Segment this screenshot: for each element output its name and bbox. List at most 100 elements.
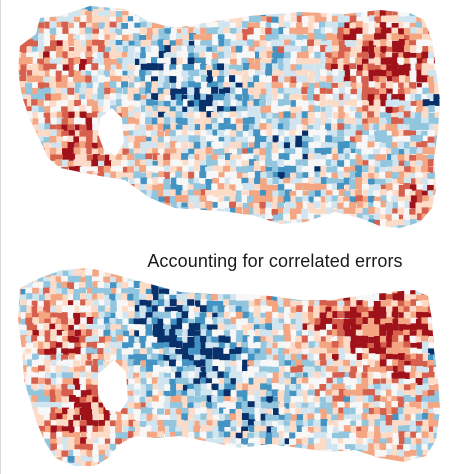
error-cell — [307, 360, 315, 368]
error-cell — [170, 184, 178, 192]
error-cell — [266, 58, 274, 66]
error-cell — [109, 21, 117, 29]
error-cell — [164, 311, 172, 319]
error-cell — [212, 160, 220, 168]
error-cell — [422, 87, 430, 95]
error-cell — [392, 99, 400, 107]
error-cell — [326, 432, 334, 440]
error-cell — [301, 377, 309, 385]
error-cell — [350, 293, 358, 301]
error-cell — [313, 396, 321, 404]
error-cell — [241, 353, 249, 361]
error-cell — [409, 371, 417, 379]
error-cell — [247, 153, 255, 161]
error-cell — [308, 166, 316, 174]
error-cell — [230, 420, 238, 428]
error-cell — [428, 335, 436, 343]
error-cell — [284, 384, 292, 392]
error-cell — [110, 365, 118, 373]
error-cell — [218, 148, 226, 156]
error-cell — [116, 58, 124, 66]
error-cell — [385, 159, 393, 167]
error-cell — [56, 21, 64, 29]
error-cell — [266, 16, 274, 24]
error-cell — [224, 129, 232, 137]
error-cell — [91, 305, 99, 313]
error-cell — [439, 306, 440, 314]
error-cell — [169, 444, 177, 452]
error-cell — [56, 141, 64, 149]
error-cell — [367, 431, 375, 439]
error-cell — [128, 105, 136, 113]
error-cell — [404, 195, 412, 203]
error-cell — [385, 299, 393, 307]
error-cell — [331, 21, 339, 29]
error-cell — [230, 389, 238, 397]
error-cell — [182, 359, 190, 367]
error-cell — [356, 33, 364, 41]
error-cell — [433, 323, 440, 331]
error-cell — [320, 118, 328, 126]
error-cell — [176, 324, 184, 332]
error-cell — [302, 147, 310, 155]
error-cell — [25, 336, 33, 344]
error-cell — [398, 64, 406, 72]
error-cell — [392, 15, 400, 23]
error-cell — [319, 312, 327, 320]
error-cell — [277, 213, 285, 221]
error-cell — [73, 366, 81, 374]
error-cell — [302, 94, 310, 102]
error-cell — [367, 63, 375, 71]
error-cell — [355, 407, 363, 415]
error-cell — [175, 129, 183, 137]
error-cell — [163, 347, 171, 355]
error-cell — [18, 426, 22, 434]
error-cell — [278, 438, 286, 446]
error-cell — [337, 196, 345, 204]
error-cell — [278, 153, 286, 161]
error-cell — [224, 135, 232, 143]
error-cell — [356, 201, 364, 209]
error-cell — [247, 39, 255, 47]
error-cell — [259, 201, 267, 209]
error-cell — [152, 395, 160, 403]
error-cell — [422, 306, 430, 314]
error-cell — [272, 323, 280, 331]
error-cell — [18, 51, 22, 59]
error-cell — [217, 305, 225, 313]
error-cell — [115, 147, 123, 155]
error-cell — [403, 341, 411, 349]
error-cell — [92, 52, 100, 60]
error-cell — [254, 51, 262, 59]
error-cell — [415, 189, 423, 197]
error-cell — [110, 171, 118, 179]
error-cell — [356, 300, 364, 308]
error-cell — [133, 141, 141, 149]
error-cell — [326, 183, 334, 191]
error-cell — [230, 99, 238, 107]
error-cell — [368, 299, 376, 307]
error-cell — [169, 420, 177, 428]
error-cell — [404, 124, 412, 132]
error-cell — [38, 106, 46, 114]
error-cell — [398, 312, 406, 320]
error-cell — [307, 432, 315, 440]
error-cell — [139, 396, 147, 404]
error-cell — [56, 40, 64, 48]
error-cell — [332, 329, 340, 337]
error-cell — [49, 34, 57, 42]
error-cell — [188, 81, 196, 89]
error-cell — [235, 207, 243, 215]
error-cell — [44, 21, 52, 29]
error-cell — [325, 371, 333, 379]
error-cell — [85, 94, 93, 102]
error-cell — [410, 431, 418, 439]
error-cell — [44, 16, 52, 24]
error-cell — [247, 51, 255, 59]
error-cell — [404, 189, 412, 197]
error-cell — [295, 106, 303, 114]
error-cell — [398, 189, 406, 197]
error-cell — [343, 323, 351, 331]
error-cell — [385, 220, 393, 228]
error-cell — [290, 372, 298, 380]
